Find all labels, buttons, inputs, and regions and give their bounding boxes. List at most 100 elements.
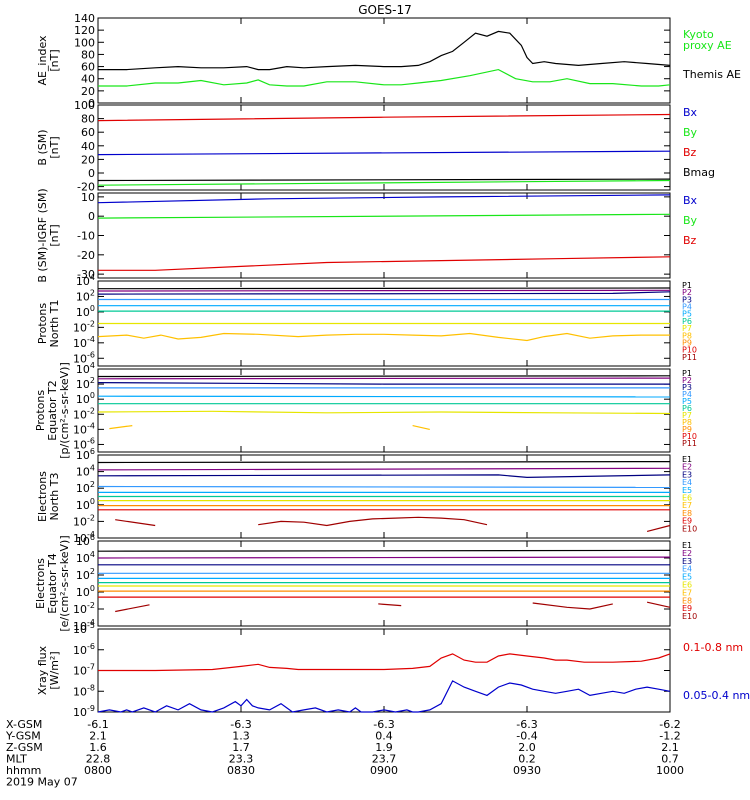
y-tick-label: -10 bbox=[77, 230, 95, 243]
y-tick-label: 10-4 bbox=[73, 530, 95, 545]
date-label: 2019 May 07 bbox=[6, 776, 78, 789]
series-line bbox=[97, 556, 671, 559]
legend-entry: E6 bbox=[682, 581, 692, 590]
y-axis-label: Protons bbox=[36, 303, 49, 344]
series-line bbox=[98, 30, 671, 71]
x-row-value: 0930 bbox=[513, 764, 541, 777]
y-tick-label: 80 bbox=[81, 113, 95, 126]
x-row-value: 2.1 bbox=[89, 730, 107, 743]
y-tick-label: 10-5 bbox=[73, 621, 95, 636]
legend-entry: E8 bbox=[682, 509, 692, 518]
series-line bbox=[97, 680, 671, 713]
y-axis-label: [nT] bbox=[48, 49, 61, 71]
x-row-value: -0.4 bbox=[516, 730, 537, 743]
legend-entry: E7 bbox=[682, 588, 692, 597]
x-row-label: X-GSM bbox=[6, 718, 42, 731]
legend-entry: P3 bbox=[682, 295, 692, 304]
legend-entry: E1 bbox=[682, 541, 692, 550]
series-line bbox=[258, 516, 488, 527]
series-line bbox=[97, 467, 671, 471]
series-line bbox=[98, 68, 671, 87]
y-tick-label: 10-2 bbox=[73, 513, 95, 528]
panel-frame bbox=[97, 540, 671, 627]
legend-entry: P6 bbox=[682, 404, 692, 413]
y-axis-label: [p/(cm²-s-sr-keV)] bbox=[58, 362, 71, 459]
x-row-value: 0.4 bbox=[375, 730, 393, 743]
series-line bbox=[97, 549, 671, 552]
series-line bbox=[97, 194, 671, 204]
legend-entry: E3 bbox=[682, 470, 692, 479]
x-row-label: hhmm bbox=[6, 764, 41, 777]
y-tick-label: 102 bbox=[76, 288, 95, 303]
y-tick-label: 60 bbox=[81, 126, 95, 139]
series-line bbox=[98, 256, 671, 271]
legend-entry: By bbox=[683, 214, 698, 227]
legend-entry: P9 bbox=[682, 425, 692, 434]
legend-entry: E1 bbox=[682, 455, 692, 464]
legend-entry: E2 bbox=[682, 549, 692, 558]
series-line bbox=[98, 653, 671, 672]
legend-entry: proxy AE bbox=[683, 39, 732, 52]
legend-entry: E4 bbox=[682, 478, 692, 487]
legend-entry: 0.05-0.4 nm bbox=[683, 689, 750, 702]
x-row-value: 23.3 bbox=[229, 753, 254, 766]
legend-entry: P8 bbox=[682, 418, 692, 427]
y-tick-label: 10 bbox=[81, 191, 95, 204]
x-row-value: -6.3 bbox=[373, 718, 394, 731]
x-row-value: -6.1 bbox=[87, 718, 108, 731]
legend-entry: P11 bbox=[682, 439, 697, 448]
y-tick-label: 120 bbox=[74, 24, 95, 37]
series-line bbox=[97, 289, 671, 292]
series-line bbox=[646, 524, 671, 532]
y-axis-label: B (SM)-IGRF (SM) bbox=[36, 188, 49, 282]
legend-entry: Bmag bbox=[683, 166, 715, 179]
panel-frame bbox=[97, 368, 671, 453]
y-tick-label: 10-6 bbox=[73, 436, 95, 451]
y-tick-label: 102 bbox=[76, 480, 95, 495]
series-line bbox=[97, 178, 671, 182]
series-line bbox=[97, 461, 671, 464]
legend-entry: E2 bbox=[682, 463, 692, 472]
x-row-value: 1.6 bbox=[89, 741, 107, 754]
series-line bbox=[532, 602, 613, 610]
legend-entry: P7 bbox=[682, 324, 692, 333]
y-tick-label: 100 bbox=[76, 304, 95, 319]
y-tick-label: -30 bbox=[77, 268, 95, 281]
y-axis-label: [e/(cm²-s-sr-keV)] bbox=[58, 535, 71, 631]
legend-entry: P6 bbox=[682, 317, 692, 326]
legend-entry: P10 bbox=[682, 432, 697, 441]
x-row-label: Z-GSM bbox=[6, 741, 43, 754]
legend-entry: Bx bbox=[683, 106, 698, 119]
series-line bbox=[97, 213, 671, 219]
y-tick-label: 10-2 bbox=[73, 406, 95, 421]
y-axis-label: Protons bbox=[34, 390, 47, 431]
legend-entry: E10 bbox=[682, 524, 697, 533]
legend-entry: 0.1-0.8 nm bbox=[683, 641, 743, 654]
legend-entry: E6 bbox=[682, 494, 692, 503]
y-tick-label: 104 bbox=[76, 273, 95, 288]
y-tick-label: 0 bbox=[88, 97, 95, 110]
y-tick-label: 100 bbox=[74, 99, 95, 112]
y-tick-label: 106 bbox=[76, 533, 95, 548]
panel-frame bbox=[97, 192, 671, 279]
series-line bbox=[646, 601, 671, 608]
y-tick-label: 104 bbox=[76, 361, 95, 376]
y-axis-label: North T3 bbox=[48, 473, 61, 521]
x-row-value: 2.1 bbox=[661, 741, 679, 754]
legend-entry: P2 bbox=[682, 376, 692, 385]
y-tick-label: 10-4 bbox=[73, 421, 95, 436]
y-tick-label: 20 bbox=[81, 85, 95, 98]
legend-entry: P5 bbox=[682, 397, 692, 406]
legend-entry: Bz bbox=[683, 146, 697, 159]
series-line bbox=[97, 291, 671, 295]
y-tick-label: 60 bbox=[81, 61, 95, 74]
x-row-value: 0830 bbox=[227, 764, 255, 777]
legend-entry: P4 bbox=[682, 303, 692, 312]
y-axis-label: Xray flux bbox=[36, 645, 49, 695]
y-tick-label: 10-2 bbox=[73, 319, 95, 334]
legend-entry: P1 bbox=[682, 281, 692, 290]
